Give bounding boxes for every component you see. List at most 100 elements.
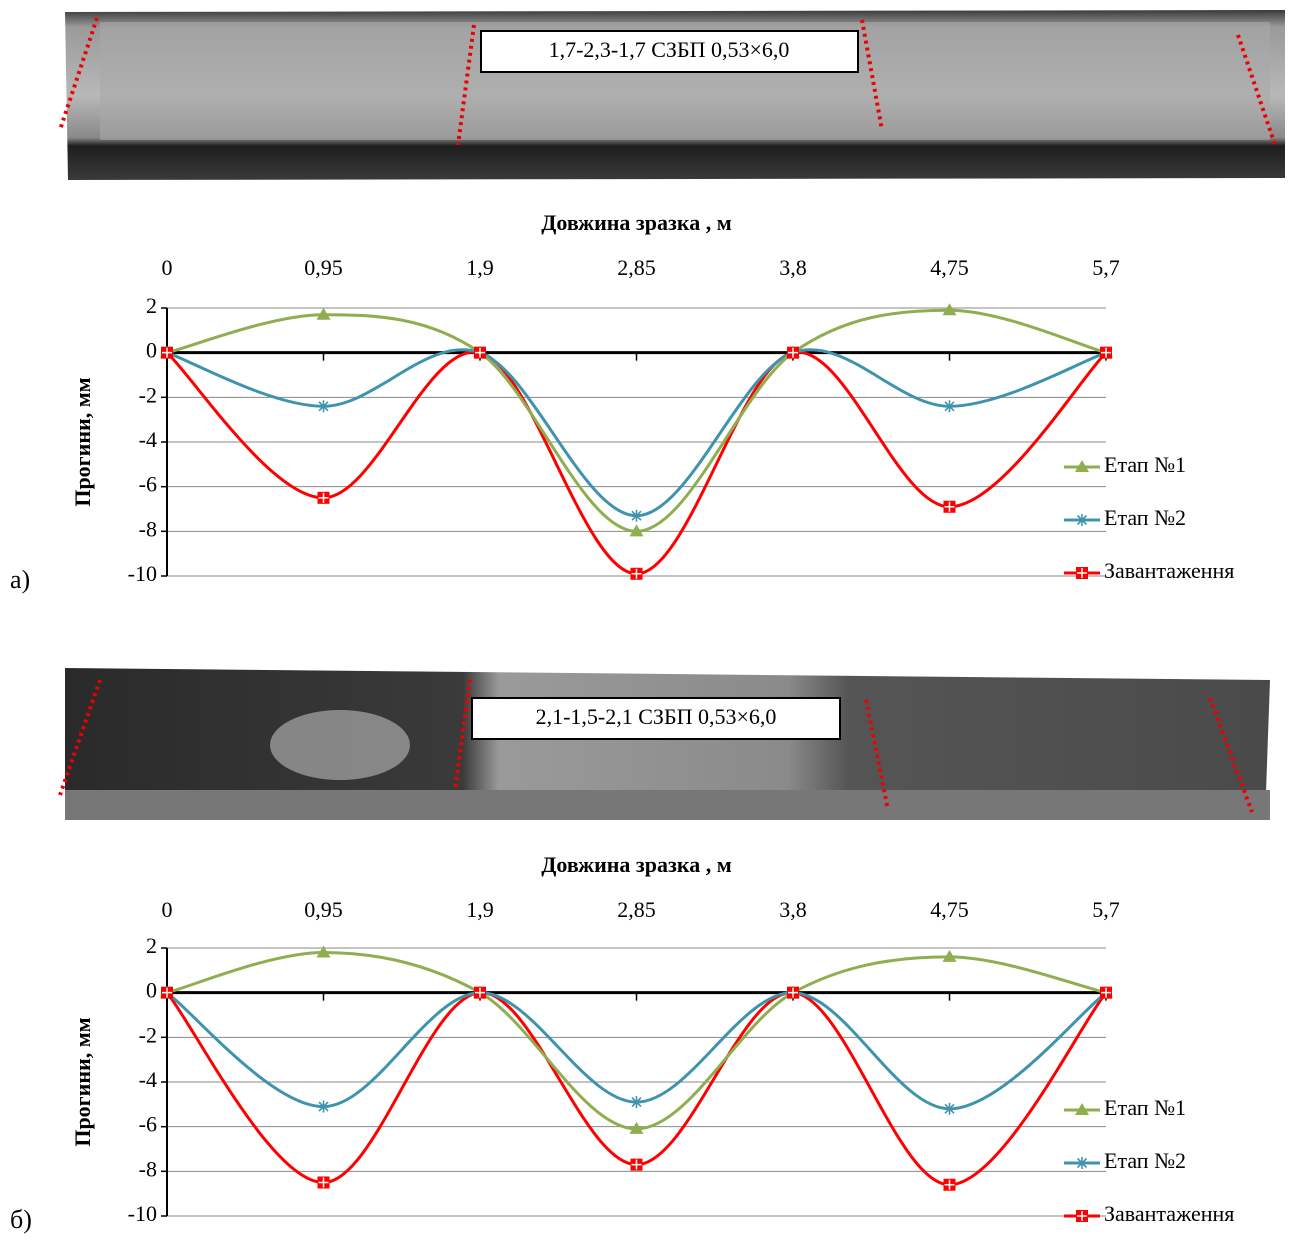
x-tick-label: 0 <box>162 897 173 922</box>
series-line <box>166 308 1107 533</box>
x-tick-label: 1,9 <box>466 255 494 280</box>
x-tick-label: 4,75 <box>930 255 969 280</box>
y-tick-label: -2 <box>139 382 157 407</box>
marker-stroke <box>631 1097 642 1108</box>
marker <box>943 1102 956 1115</box>
marker-stroke <box>944 401 955 412</box>
marker-cross <box>162 987 172 998</box>
legend-label: Етап №1 <box>1104 1095 1186 1120</box>
series-line <box>165 350 1108 576</box>
marker-cross <box>1101 987 1111 998</box>
y-tick-label: -2 <box>139 1022 157 1047</box>
y-tick-label: -10 <box>128 1201 157 1226</box>
marker <box>630 567 643 580</box>
x-tick-label: 4,75 <box>930 897 969 922</box>
marker-cross <box>788 987 798 998</box>
x-tick-label: 1,9 <box>466 897 494 922</box>
marker <box>474 986 486 999</box>
y-tick-label: 0 <box>146 978 157 1003</box>
y-tick-label: 0 <box>146 338 157 363</box>
marker-cross <box>1077 568 1087 578</box>
x-tick-label: 2,85 <box>617 897 656 922</box>
x-tick-label: 3,8 <box>779 255 807 280</box>
marker-cross <box>944 1179 955 1190</box>
marker-cross <box>944 501 955 512</box>
marker-stroke <box>631 510 642 521</box>
x-tick-label: 0 <box>162 255 173 280</box>
marker <box>317 491 330 504</box>
marker-cross <box>788 347 798 358</box>
marker <box>474 346 486 359</box>
x-axis-title: Довжина зразка , м <box>541 852 731 877</box>
photo-label: 1,7-2,3-1,7 СЗБП 0,53×6,0 <box>549 37 790 62</box>
legend-label: Етап №2 <box>1104 1148 1186 1173</box>
marker <box>942 303 957 316</box>
y-tick-label: -4 <box>139 427 157 452</box>
panel-label: а) <box>10 565 30 594</box>
marker <box>161 346 173 359</box>
marker <box>317 400 330 413</box>
x-tick-label: 0,95 <box>304 255 343 280</box>
marker-stroke <box>318 401 329 412</box>
marker <box>317 1100 330 1113</box>
marker <box>316 945 331 958</box>
x-tick-label: 3,8 <box>779 897 807 922</box>
legend-label: Етап №2 <box>1104 505 1186 530</box>
marker-stroke <box>1076 1157 1088 1169</box>
y-tick-label: -6 <box>139 472 157 497</box>
photo-label: 2,1-1,5-2,1 СЗБП 0,53×6,0 <box>536 704 777 729</box>
marker-cross <box>318 492 329 503</box>
marker <box>787 986 799 999</box>
y-tick-label: -8 <box>139 516 157 541</box>
marker-cross <box>1101 347 1111 358</box>
marker <box>630 1096 643 1109</box>
marker-cross <box>162 347 172 358</box>
y-tick-label: -4 <box>139 1067 157 1092</box>
marker <box>1076 514 1088 526</box>
series-line <box>165 991 1108 1187</box>
marker <box>630 509 643 522</box>
x-tick-label: 2,85 <box>617 255 656 280</box>
series-line <box>166 991 1107 1111</box>
legend-label: Завантаження <box>1104 1201 1234 1226</box>
marker <box>943 1178 956 1191</box>
marker <box>317 1176 330 1189</box>
marker <box>1100 346 1112 359</box>
marker-cross <box>631 568 642 579</box>
marker <box>1076 1210 1088 1222</box>
marker <box>943 500 956 513</box>
marker <box>316 307 331 320</box>
marker-cross <box>475 987 485 998</box>
marker-cross <box>1077 1211 1087 1221</box>
y-tick-label: -8 <box>139 1156 157 1181</box>
marker <box>1075 460 1089 472</box>
marker <box>1076 567 1088 579</box>
marker <box>1100 986 1112 999</box>
legend-label: Завантаження <box>1104 558 1234 583</box>
marker <box>942 949 957 962</box>
marker <box>787 346 799 359</box>
marker-stroke <box>318 1101 329 1112</box>
photo-a <box>58 10 1285 180</box>
marker <box>943 400 956 413</box>
marker <box>629 524 644 537</box>
x-tick-label: 5,7 <box>1092 255 1120 280</box>
marker <box>630 1158 643 1171</box>
marker <box>1076 1157 1088 1169</box>
marker-stroke <box>1076 514 1088 526</box>
y-axis-title: Прогини, мм <box>70 377 95 506</box>
y-tick-label: -6 <box>139 1112 157 1137</box>
marker <box>629 1121 644 1134</box>
x-axis-title: Довжина зразка , м <box>541 210 731 235</box>
y-tick-label: 2 <box>146 933 157 958</box>
y-tick-label: 2 <box>146 293 157 318</box>
marker <box>161 986 173 999</box>
x-tick-label: 5,7 <box>1092 897 1120 922</box>
panel-label: б) <box>10 1205 32 1234</box>
y-axis-title: Прогини, мм <box>70 1017 95 1146</box>
x-tick-label: 0,95 <box>304 897 343 922</box>
marker-stroke <box>944 1103 955 1114</box>
legend-label: Етап №1 <box>1104 452 1186 477</box>
marker-cross <box>475 347 485 358</box>
